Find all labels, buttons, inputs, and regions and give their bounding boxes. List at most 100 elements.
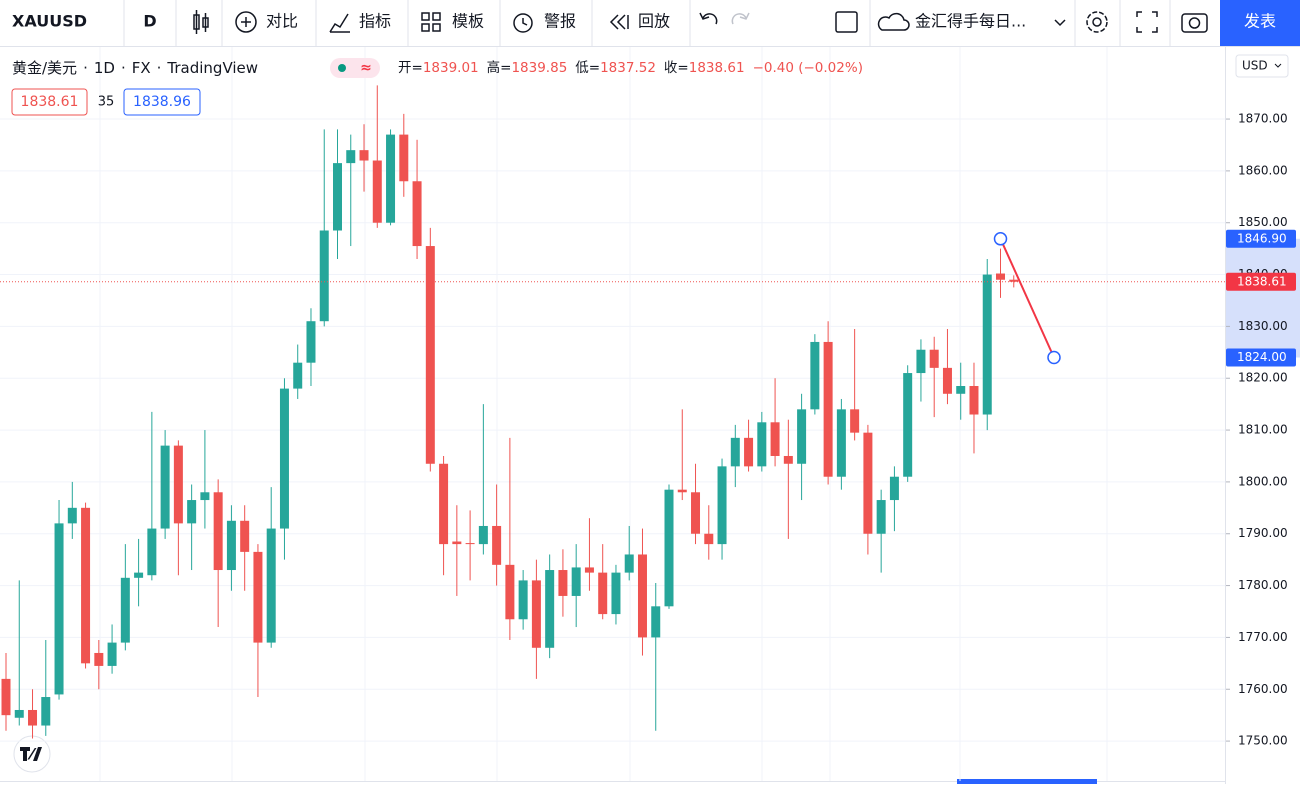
candle-body <box>452 541 462 545</box>
y-tick-label: 1820.00 <box>1238 371 1288 385</box>
candle-body <box>439 463 449 545</box>
candle-body <box>651 606 661 638</box>
candle-body <box>160 445 170 529</box>
alerts-button[interactable]: 警报 <box>544 12 576 31</box>
y-tick-label: 1870.00 <box>1238 112 1288 126</box>
candle-body <box>889 476 899 501</box>
candle-body <box>1009 279 1019 282</box>
candle-body <box>598 572 608 615</box>
indicators-button[interactable]: 指标 <box>359 12 391 31</box>
candle-body <box>956 386 966 394</box>
templates-button[interactable]: 模板 <box>452 12 484 31</box>
currency-button[interactable] <box>1235 54 1289 78</box>
toolbar-icons <box>193 10 1208 34</box>
change: −0.40 (−0.02%) <box>753 60 863 76</box>
candle-body <box>664 489 674 607</box>
replay-button[interactable]: 回放 <box>638 12 670 31</box>
sell-price[interactable]: 1838.61 <box>21 94 79 110</box>
candle-body <box>213 492 223 571</box>
instrument-name: 黄金/美元 <box>12 59 77 77</box>
candle-body <box>200 492 210 501</box>
candle-body <box>545 570 555 648</box>
currency[interactable]: USD <box>1242 59 1268 73</box>
candle-body <box>319 230 329 322</box>
candle-body <box>465 543 475 545</box>
y-tick-label: 1750.00 <box>1238 734 1288 748</box>
toolbar-separators <box>123 0 1171 46</box>
y-tick-label: 1850.00 <box>1238 215 1288 229</box>
sell-box[interactable] <box>11 88 88 116</box>
candle-body <box>54 523 64 695</box>
candle-body <box>783 455 793 464</box>
legend-title: 黄金/美元 · 1D · FX · TradingView <box>12 59 258 77</box>
candle-body <box>14 709 24 718</box>
candle-body <box>836 409 846 477</box>
trend-line <box>999 238 1055 358</box>
layout-name[interactable]: 金汇得手每日... <box>915 12 1026 31</box>
trend-line-handle <box>993 232 1008 246</box>
candle-body <box>147 528 157 576</box>
y-tick-label: 1830.00 <box>1238 319 1288 333</box>
trend-line-handle <box>1047 350 1061 365</box>
compare-button[interactable]: 对比 <box>266 12 298 31</box>
tv-logo: ⁄ <box>13 735 51 773</box>
publish-label[interactable]: 发表 <box>1244 12 1276 31</box>
candle-body <box>757 422 767 467</box>
ohlc-label: 低= <box>575 60 600 76</box>
y-tick-label: 1860.00 <box>1238 163 1288 177</box>
candle-body <box>372 160 382 223</box>
ohlc-label: 开= <box>398 60 423 76</box>
candle-body <box>942 367 952 394</box>
publish-button[interactable] <box>1220 0 1300 46</box>
currency-chevron <box>1274 63 1282 68</box>
candle-body <box>412 181 422 247</box>
candle-body <box>929 349 939 368</box>
candle-body <box>226 520 236 571</box>
svg-text:⁄: ⁄ <box>27 745 37 764</box>
candle-body <box>531 580 541 648</box>
candle-body <box>797 409 807 464</box>
legend-exchange: FX <box>132 59 151 77</box>
candle-body <box>982 274 992 415</box>
y-tick-label: 1790.00 <box>1238 526 1288 540</box>
candle-body <box>81 507 91 664</box>
separator: · <box>121 59 126 77</box>
candle-body <box>571 567 581 596</box>
buy-price[interactable]: 1838.96 <box>133 94 191 110</box>
drawing-price-label: 1846.90 <box>1237 231 1287 245</box>
status-pill <box>330 58 380 78</box>
candle-body <box>28 709 38 726</box>
candle-body <box>850 409 860 433</box>
candle-body <box>425 246 435 464</box>
candle-body <box>134 572 144 578</box>
ohlc-value: 1839.85 <box>511 60 567 76</box>
drawing-price-tag <box>1226 348 1296 367</box>
candle-body <box>505 564 515 620</box>
candle-body <box>346 150 356 164</box>
candle-body <box>916 349 926 374</box>
time-range-highlight <box>957 779 1097 784</box>
candle-body <box>611 572 621 615</box>
symbol[interactable]: XAUUSD <box>12 12 87 31</box>
buy-box[interactable] <box>123 88 201 116</box>
candle-body <box>359 150 369 161</box>
drawing-price-tag <box>1226 229 1296 248</box>
candle-body <box>120 577 130 643</box>
candle-body <box>518 580 528 620</box>
candle-body <box>823 341 833 477</box>
candle-body <box>624 554 634 573</box>
candle-body <box>996 273 1005 280</box>
candle-body <box>94 652 104 666</box>
ohlc-value: 1838.61 <box>689 60 745 76</box>
candle-body <box>386 134 396 223</box>
candle-body <box>253 551 263 643</box>
last-price-tag <box>1226 272 1296 291</box>
candle-body <box>266 528 276 643</box>
candle-body <box>399 134 409 182</box>
candle-body <box>306 321 316 363</box>
last-price-label: 1838.61 <box>1237 274 1287 288</box>
interval[interactable]: D <box>143 12 156 31</box>
candle-body <box>704 533 714 545</box>
